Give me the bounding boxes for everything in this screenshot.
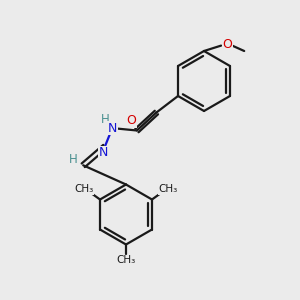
Text: CH₃: CH₃ [116,255,136,265]
Text: O: O [126,114,136,127]
Text: CH₃: CH₃ [159,184,178,194]
Text: H: H [101,113,110,126]
Text: O: O [222,38,232,52]
Text: N: N [108,122,117,135]
Text: H: H [69,153,78,167]
Text: N: N [99,146,108,159]
Text: CH₃: CH₃ [74,184,93,194]
